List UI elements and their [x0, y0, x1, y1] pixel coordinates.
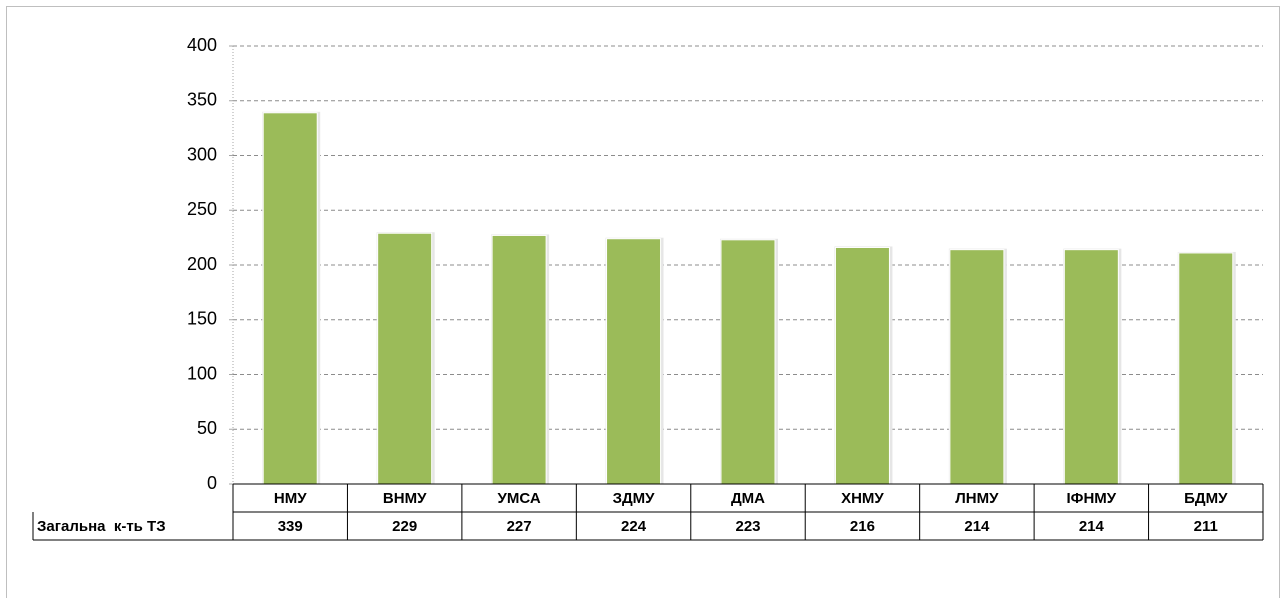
bar: [1178, 252, 1234, 485]
x-tick-label: ХНМУ: [841, 490, 884, 507]
y-tick-label: 50: [197, 418, 217, 438]
bar: [606, 238, 662, 485]
data-label: 223: [735, 518, 760, 535]
x-tick-label: БДМУ: [1184, 490, 1228, 507]
x-tick-label: ДМА: [731, 490, 765, 507]
bar: [949, 249, 1005, 485]
chart-frame: [6, 6, 1280, 598]
data-label: 211: [1194, 518, 1218, 535]
data-label: 339: [278, 518, 303, 535]
x-tick-label: ЛНМУ: [955, 490, 999, 507]
bar: [262, 112, 318, 485]
y-tick-label: 150: [187, 309, 217, 329]
data-label: 214: [1079, 518, 1105, 535]
y-tick-label: 250: [187, 199, 217, 219]
data-label: 229: [392, 518, 417, 535]
bar: [1063, 249, 1119, 485]
y-tick-label: 0: [207, 473, 217, 493]
y-tick-label: 350: [187, 90, 217, 110]
bar: [377, 232, 433, 485]
y-tick-label: 100: [187, 363, 217, 383]
y-tick-label: 200: [187, 254, 217, 274]
y-tick-label: 300: [187, 144, 217, 164]
x-tick-label: ІФНМУ: [1067, 490, 1117, 507]
bar: [834, 246, 890, 485]
data-label: 216: [850, 518, 875, 535]
x-tick-label: УМСА: [498, 490, 541, 507]
data-label: 227: [507, 518, 532, 535]
x-tick-label: ВНМУ: [383, 490, 427, 507]
data-label: 224: [621, 518, 647, 535]
legend-label: Загальна к-ть ТЗ: [37, 518, 166, 535]
y-tick-label: 400: [187, 35, 217, 55]
x-tick-label: НМУ: [274, 490, 307, 507]
data-label: 214: [964, 518, 990, 535]
bar: [491, 234, 547, 485]
x-tick-label: ЗДМУ: [613, 490, 656, 507]
bar: [720, 239, 776, 485]
